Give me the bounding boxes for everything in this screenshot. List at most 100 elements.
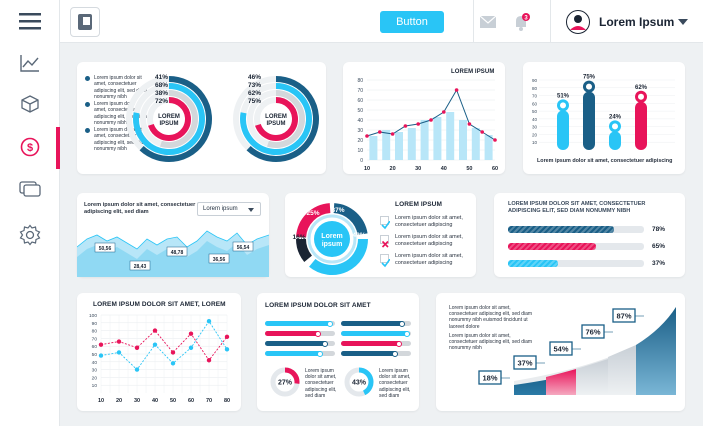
pill-knob [392, 350, 398, 357]
small-donut-label: 43% [352, 380, 367, 387]
progress-track [508, 260, 644, 267]
user-name: Lorem Ipsum [599, 15, 675, 29]
series-line [100, 329, 228, 362]
menu-button[interactable] [0, 1, 60, 41]
y-tick-label: 30 [92, 368, 98, 374]
primary-button[interactable]: Button [380, 11, 444, 33]
small-donut-fill [284, 367, 300, 384]
y-tick-label: 60 [357, 98, 363, 104]
donut-center-label: IPSUM [159, 121, 178, 127]
bar-head-hole [612, 123, 618, 130]
y-tick-label: 90 [532, 78, 538, 83]
period-select[interactable]: Lorem ipsum [197, 202, 261, 216]
y-tick-label: 80 [532, 86, 538, 91]
checkbox[interactable] [380, 254, 391, 268]
small-donut: 27% [269, 366, 301, 398]
callout-box [94, 242, 116, 253]
segment-label: 42% [352, 232, 365, 239]
bar [609, 131, 621, 150]
mail-button[interactable] [479, 15, 497, 33]
x-tick-label: 50 [466, 166, 472, 172]
y-tick-label: 40 [532, 117, 538, 122]
notification-button[interactable]: 3 [512, 12, 532, 37]
pill-fill [341, 331, 409, 336]
user-menu[interactable]: Lorem Ipsum [566, 8, 696, 36]
legend-text: Lorem ipsum dolor sit amet, consectetuer… [94, 75, 148, 100]
value-box [549, 341, 573, 356]
x-tick-label: 10 [98, 398, 104, 404]
data-point [98, 353, 104, 358]
y-tick-label: 20 [532, 132, 538, 137]
checkbox[interactable] [380, 216, 391, 230]
x-tick-label: 50 [170, 398, 176, 404]
small-donut-svg: 43% [344, 367, 374, 397]
pill-knob [326, 320, 333, 327]
y-tick-label: 80 [357, 78, 363, 84]
check-icon [381, 220, 391, 230]
pill-fill [265, 341, 327, 346]
y-tick-label: 20 [357, 138, 363, 144]
x-tick-label: 40 [152, 398, 158, 404]
donut-ring [267, 90, 305, 148]
x-tick-label: 30 [134, 398, 140, 404]
data-point [454, 88, 459, 92]
dual-line-title: LOREM IPSUM DOLOR SIT AMET, LOREM [93, 301, 226, 308]
dollar-icon: $ [20, 137, 40, 157]
ring-center-label: ipsum [322, 241, 343, 248]
donut2-percent: 62% [248, 90, 262, 97]
y-tick-label: 50 [532, 109, 538, 114]
sidebar-item-cards[interactable] [0, 168, 60, 208]
small-donut: 43% [343, 366, 375, 398]
y-tick-label: 80 [92, 329, 98, 335]
y-tick-label: 90 [92, 321, 98, 327]
ring-segment [309, 238, 368, 275]
value-label: 18% [482, 374, 497, 383]
check-icon [381, 258, 391, 268]
small-donut-text: Lorem ipsum dolor sit amet, consectetuer… [305, 368, 337, 399]
bar-head-hole [560, 102, 566, 109]
donut-center-label: IPSUM [266, 121, 285, 127]
sidebar-item-settings[interactable] [0, 215, 60, 255]
progress-fill [508, 226, 615, 233]
donut-ring [139, 76, 212, 162]
y-tick-label: 10 [92, 383, 98, 389]
line-chart-title: LOREM IPSUM [451, 69, 495, 75]
x-tick-label: 60 [492, 166, 498, 172]
value-box [478, 370, 502, 385]
donut-center-label: LOREM [158, 114, 180, 120]
ring-center-label: Lorem [321, 233, 342, 240]
y-tick-label: 60 [92, 344, 98, 350]
sidebar-item-analytics[interactable] [0, 43, 60, 83]
legend-text: Lorem ipsum dolor sit amet, consectetuer… [94, 127, 148, 152]
x-tick-label: 30 [415, 166, 421, 172]
checkbox[interactable] [380, 235, 389, 248]
callout-label: 50,56 [99, 246, 112, 252]
bar [557, 110, 569, 150]
progress-label: 78% [652, 226, 666, 233]
legend-dot [85, 102, 90, 107]
lollipop-card: 10 20 30 40 50 60 70 80 90 51% 75% 24% 62% Lorem ips… [523, 62, 685, 174]
mail-icon [479, 15, 497, 28]
bar-value-label: 51% [557, 93, 570, 99]
bar [583, 91, 595, 150]
sidebar-item-finance[interactable]: $ [0, 127, 60, 167]
growth-text-2: Lorem ipsum dolor sit amet, consectetuer… [449, 333, 533, 352]
logo [70, 7, 100, 37]
bar-head-hole [638, 93, 644, 100]
x-tick-label: 20 [116, 398, 122, 404]
series-line [100, 320, 228, 371]
progress-card-title: LOREM IPSUM DOLOR SIT AMET, CONSECTETUER… [508, 201, 646, 214]
progress-label: 65% [652, 243, 666, 250]
value-label: 76% [585, 328, 600, 337]
sidebar-item-products[interactable] [0, 84, 60, 124]
bar [484, 135, 493, 160]
data-point [170, 361, 176, 366]
data-point [152, 328, 158, 333]
donut-card: Lorem ipsum dolor sit amet, consectetuer… [77, 62, 326, 174]
area-chart: 50,56 28,43 48,78 36,56 56,54 [77, 230, 269, 277]
callout-label: 48,78 [171, 250, 184, 256]
checklist-title: LOREM IPSUM [395, 201, 442, 208]
growth-chart: 18% 37% 54% 76% 87% [478, 307, 676, 395]
chevron-down-icon [678, 19, 689, 25]
